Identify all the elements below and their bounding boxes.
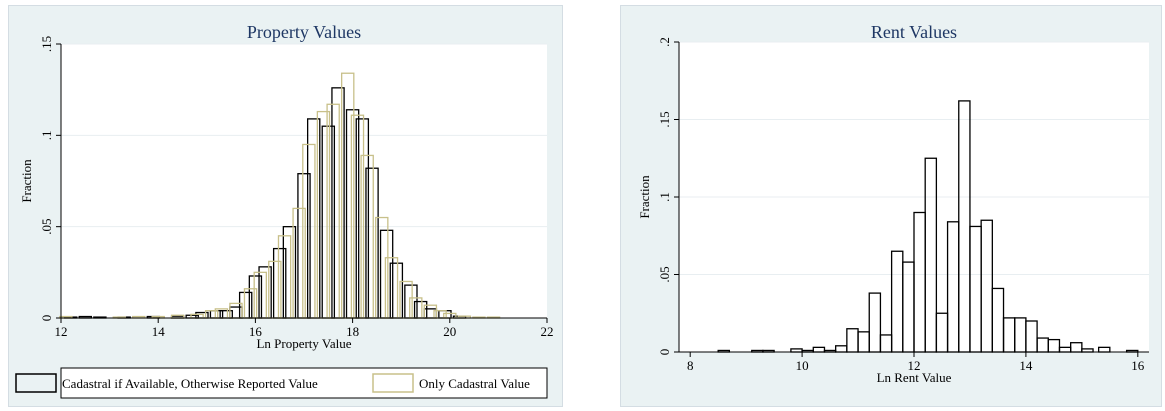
x-tick-label: 14	[1019, 358, 1033, 373]
x-axis-title: Ln Rent Value	[877, 370, 952, 385]
y-tick-label: 0	[39, 315, 54, 322]
legend-key	[372, 373, 414, 393]
property-values-chart: Property Values .15 .1 .05 012 14 16 18 20 22 Ln P…	[15, 22, 554, 399]
y-axis-title: Fraction	[637, 175, 652, 219]
chart-title: Property Values	[247, 22, 361, 42]
y-tick-label: .1	[39, 130, 54, 140]
legend-label: Cadastral if Available, Otherwise Report…	[62, 376, 318, 391]
x-axis-title: Ln Property Value	[256, 336, 351, 351]
chart-title: Rent Values	[871, 22, 957, 42]
rent-values-chart: Rent Values .2 .15 .1 .05 0 8 10 12 14 16 Ln Rent V…	[637, 22, 1149, 385]
x-tick-label: 10	[796, 358, 809, 373]
x-tick-label: 8	[687, 358, 694, 373]
y-tick-label: .15	[657, 111, 672, 127]
x-tick-label: 12	[908, 358, 921, 373]
x-tick-label: 12	[55, 324, 68, 339]
y-tick-label: 0	[657, 349, 672, 356]
legend-box	[60, 367, 548, 399]
property-values-panel: Property Values .15 .1 .05 0 12 14 16 18 20 22 Ln P…	[8, 5, 563, 407]
plot-region	[61, 44, 547, 318]
legend-label: Only Cadastral Value	[419, 376, 530, 391]
x-tick-label: 16	[249, 324, 263, 339]
y-tick-label: .1	[657, 192, 672, 202]
y-axis-title: Fraction	[19, 159, 34, 203]
x-tick-label: 16	[1131, 358, 1145, 373]
y-tick-label: .05	[657, 266, 672, 282]
x-tick-label: 20	[443, 324, 456, 339]
x-tick-label: 14	[152, 324, 166, 339]
y-tick-label: .2	[657, 37, 672, 47]
y-tick-label: .05	[39, 219, 54, 235]
rent-values-panel: Rent Values .2 .15 .1 .05 0 8 10 12 14 16 Ln Rent V…	[620, 5, 1162, 407]
x-tick-label: 18	[346, 324, 359, 339]
legend-key	[15, 373, 57, 393]
y-tick-label: .15	[39, 36, 54, 52]
x-tick-label: 22	[541, 324, 554, 339]
